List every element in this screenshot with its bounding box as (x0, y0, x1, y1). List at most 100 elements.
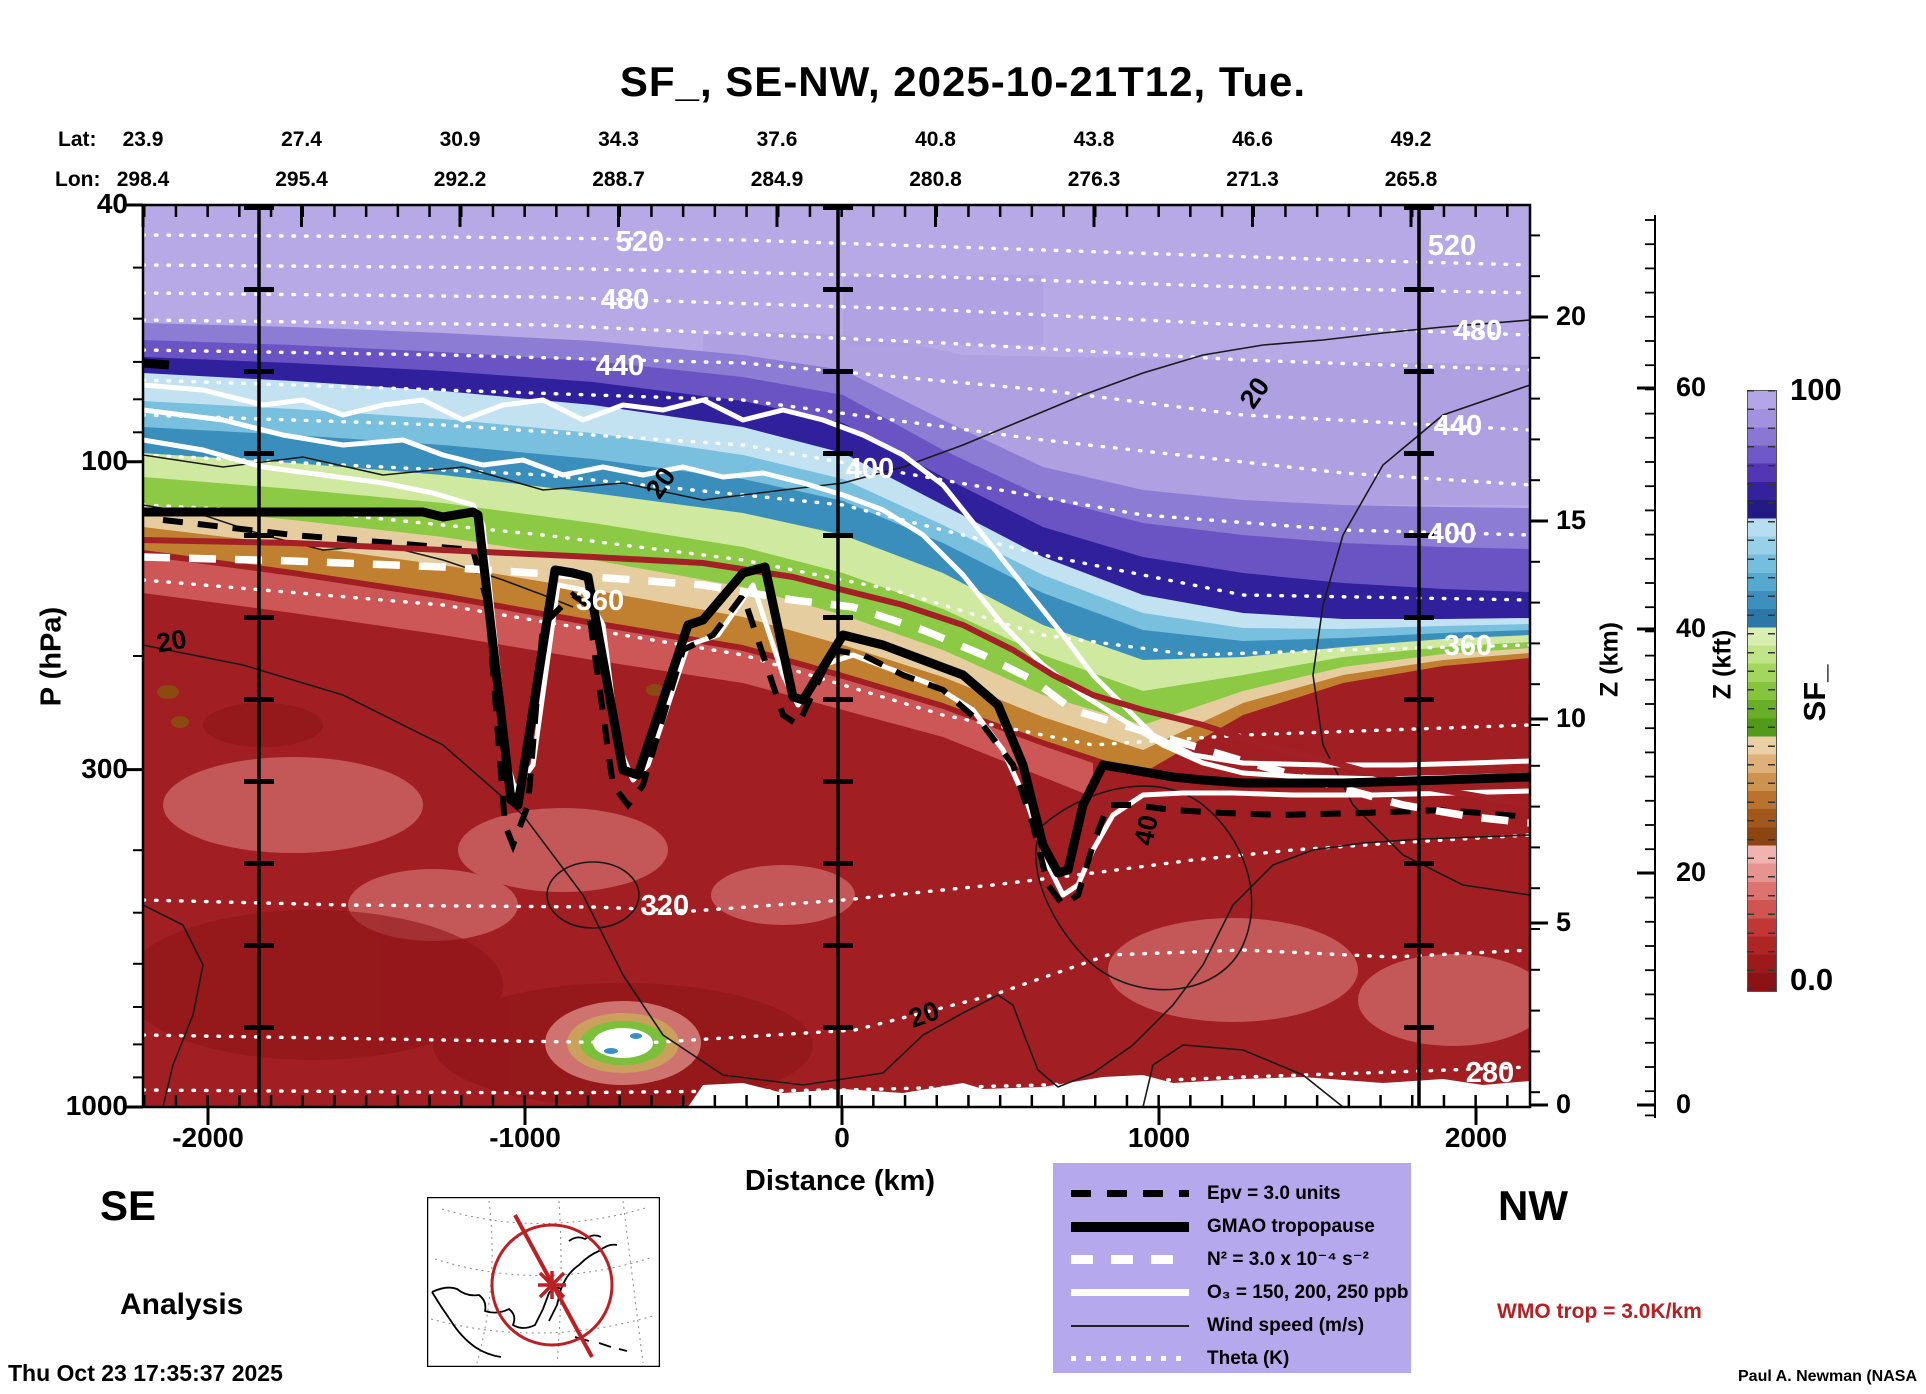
colorbar-min: 0.0 (1790, 962, 1834, 997)
p-tick-label: 300 (81, 752, 128, 784)
legend-row-wind: Wind speed (m/s) (1071, 1309, 1401, 1342)
endpoint-se: SE (100, 1182, 157, 1229)
field-brown-spots (157, 684, 664, 728)
x-tick-label: -1000 (489, 1122, 561, 1153)
theta-label-right: 360 (1444, 630, 1492, 662)
lon-value: 284.9 (750, 168, 804, 191)
theta-label-right: 280 (1466, 1057, 1514, 1089)
lon-value: 280.8 (909, 168, 962, 191)
legend-row-epv: Epv = 3.0 units (1071, 1177, 1401, 1210)
credit: Paul A. Newman (NASA (1738, 1368, 1917, 1385)
legend-row-o3: O₃ = 150, 200, 250 ppb (1071, 1276, 1409, 1309)
lat-value: 37.6 (756, 128, 798, 151)
lon-value: 265.8 (1384, 168, 1438, 191)
z-kft-title: Z (kft) (1708, 629, 1737, 700)
wind-speed-label: 40 (1128, 812, 1164, 848)
z-km-tick-label: 10 (1556, 703, 1587, 733)
theta-label-right: 520 (1428, 230, 1476, 262)
lat-value: 40.8 (915, 128, 956, 151)
lon-value: 292.2 (433, 168, 487, 191)
legend-row-gmao: GMAO tropopause (1071, 1210, 1401, 1243)
theta-label-right: 440 (1434, 410, 1482, 442)
lon-row-label: Lon: (55, 168, 101, 191)
lat-value: 27.4 (281, 128, 322, 151)
theta-label-left: 520 (616, 226, 664, 258)
gmao-tropopause-line (143, 507, 1530, 878)
vertical-reference-lines (244, 205, 1434, 1107)
colorbar-max: 100 (1790, 372, 1842, 407)
legend-label-n2: N² = 3.0 x 10⁻⁴ s⁻² (1207, 1249, 1370, 1270)
timestamp: Thu Oct 23 17:35:37 2025 (8, 1360, 283, 1386)
endpoint-nw: NW (1498, 1182, 1568, 1229)
wmo-tropopause-line (143, 537, 1530, 808)
lat-value: 23.9 (122, 128, 164, 151)
theta-line-sample (1071, 1356, 1189, 1361)
epv-line-sample (1071, 1190, 1189, 1197)
z-kft-tick-label: 20 (1676, 857, 1707, 887)
wmo-trop-note: WMO trop = 3.0K/km (1497, 1300, 1702, 1323)
z-km-tick-label: 15 (1556, 505, 1587, 535)
z-kft-tick-label: 0 (1676, 1089, 1692, 1119)
x-tick-label: 2000 (1444, 1122, 1508, 1153)
lat-value: 34.3 (598, 128, 639, 151)
z-km-tick-label: 5 (1556, 907, 1572, 937)
theta-label-left: 440 (596, 350, 644, 382)
map-coastline (431, 1234, 628, 1358)
lon-value: 288.7 (592, 168, 645, 191)
plot-area: 5204804404003603205204804404003602802020… (125, 203, 1548, 1125)
legend-row-theta: Theta (K) (1071, 1342, 1401, 1375)
lat-value: 43.8 (1073, 128, 1115, 151)
x-tick-label: 0 (834, 1122, 850, 1153)
z-kft-axis (1637, 215, 1656, 1118)
field-rose-band (143, 556, 1093, 797)
field-pink-mottle (163, 757, 1530, 1046)
gmao-line-sample (1071, 1221, 1189, 1232)
theta-label-left: 360 (576, 585, 624, 617)
z-km-tick-label: 20 (1556, 301, 1587, 331)
p-tick-label: 100 (81, 444, 128, 476)
x-tick-label: -2000 (172, 1122, 244, 1153)
terrain-feature (545, 1001, 701, 1085)
theta-label-left: 400 (846, 453, 894, 485)
colorbar-ticks-left (1747, 390, 1754, 990)
legend-label-o3: O₃ = 150, 200, 250 ppb (1207, 1281, 1409, 1303)
lat-value: 49.2 (1390, 128, 1432, 151)
theta-label-right: 480 (1454, 315, 1502, 347)
gmao-fragment (143, 358, 170, 370)
map-cross-section-path (490, 1214, 614, 1358)
legend-label-wind: Wind speed (m/s) (1207, 1314, 1365, 1336)
z-kft-tick-label: 40 (1676, 613, 1707, 643)
legend-label-gmao: GMAO tropopause (1207, 1215, 1375, 1237)
z-km-title: Z (km) (1595, 622, 1624, 697)
legend-box: Epv = 3.0 units GMAO tropopause N² = 3.0… (1053, 1163, 1411, 1373)
lon-value: 271.3 (1226, 168, 1279, 191)
lon-value: 276.3 (1067, 168, 1121, 191)
theta-label-right: 400 (1428, 518, 1476, 550)
epv-contour (162, 517, 1530, 910)
lat-value: 30.9 (439, 128, 481, 151)
lon-value: 298.4 (116, 168, 170, 191)
lat-row-label: Lat: (58, 128, 97, 151)
colorbar-title: SF_ (1797, 664, 1832, 722)
colorbar-ticks-right (1768, 390, 1775, 990)
p-tick-label: 40 (96, 188, 128, 219)
theta-label-left: 480 (601, 284, 649, 316)
inset-map (427, 1197, 660, 1367)
surface-white-strip (688, 1075, 1530, 1107)
legend-row-n2: N² = 3.0 x 10⁻⁴ s⁻² (1071, 1243, 1401, 1276)
x-tick-label: 1000 (1127, 1122, 1191, 1153)
lon-value: 295.4 (275, 168, 328, 191)
p-tick-label: 1000 (65, 1090, 128, 1121)
y-axis-title: P (hPa) (35, 606, 68, 707)
x-axis-title: Distance (km) (744, 1165, 936, 1197)
page-title: SF_, SE-NW, 2025-10-21T12, Tue. (619, 58, 1307, 105)
z-kft-tick-label: 60 (1676, 372, 1707, 402)
o3-line-sample (1071, 1289, 1189, 1296)
n2-line-sample (1071, 1255, 1189, 1264)
legend-label-epv: Epv = 3.0 units (1207, 1182, 1341, 1204)
wind-line-sample (1071, 1324, 1189, 1327)
theta-label-left: 320 (641, 890, 689, 922)
wind-speed-label: 20 (154, 624, 189, 659)
